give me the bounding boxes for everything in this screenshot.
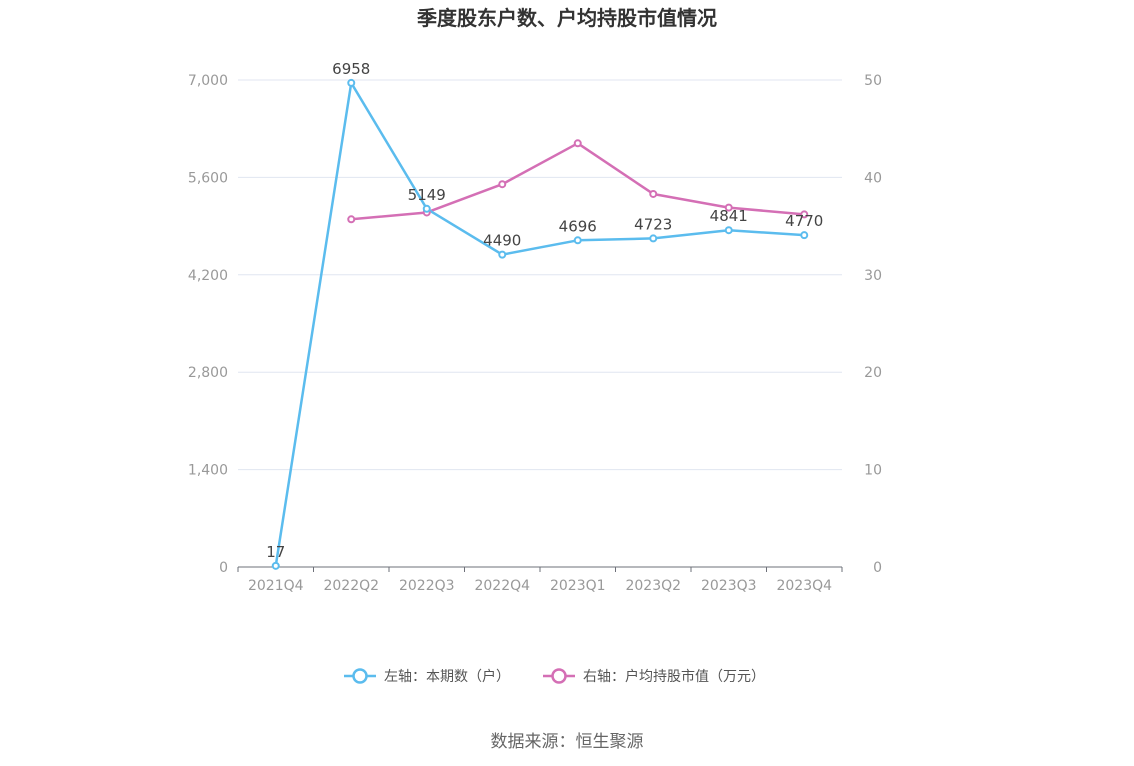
data-point xyxy=(347,215,356,224)
y-right-tick-label: 0 xyxy=(873,560,882,576)
data-point xyxy=(422,204,431,213)
y-left-tick-label: 7,000 xyxy=(188,73,228,89)
y-left-tick-label: 4,200 xyxy=(188,268,228,284)
data-labels: 17 6958 5149 4490 4696 4723 4841 4770 xyxy=(266,60,823,561)
data-point xyxy=(800,231,809,240)
y-left-tick-label: 2,800 xyxy=(188,365,228,381)
legend-circle-icon xyxy=(551,668,567,684)
y-right-tick-label: 50 xyxy=(864,73,882,89)
legend[interactable]: 左轴：本期数（户） 右轴：户均持股市值（万元） xyxy=(344,668,765,685)
legend-label: 右轴：户均持股市值（万元） xyxy=(583,668,765,685)
data-point xyxy=(347,78,356,87)
data-label: 4723 xyxy=(634,215,672,233)
y-right-tick-label: 40 xyxy=(864,170,882,186)
data-point xyxy=(649,234,658,243)
data-point xyxy=(573,236,582,245)
data-label: 6958 xyxy=(332,60,370,78)
data-label: 4490 xyxy=(483,232,521,250)
y-right-tick-label: 10 xyxy=(864,463,882,479)
data-point xyxy=(724,226,733,235)
legend-circle-icon xyxy=(352,668,368,684)
series-points xyxy=(271,78,809,570)
x-tick-label: 2022Q2 xyxy=(323,578,379,594)
data-point xyxy=(724,203,733,212)
data-point xyxy=(271,561,280,570)
y-right-tick-label: 20 xyxy=(864,365,882,381)
data-point xyxy=(498,180,507,189)
series-lines xyxy=(274,81,805,567)
x-tick-label: 2022Q3 xyxy=(399,578,455,594)
x-tick-label: 2023Q3 xyxy=(701,578,757,594)
data-label: 4770 xyxy=(785,212,823,230)
x-tick-label: 2023Q1 xyxy=(550,578,606,594)
y-left-tick-label: 5,600 xyxy=(188,170,228,186)
data-point xyxy=(800,210,809,219)
y-left-tick-label: 1,400 xyxy=(188,463,228,479)
x-tick-label: 2023Q2 xyxy=(625,578,681,594)
y-left-tick-label: 0 xyxy=(219,560,228,576)
legend-item-left-axis[interactable]: 左轴：本期数（户） xyxy=(344,668,510,685)
axes: 0 0 1,400 10 2,800 20 4,200 30 5,600 40 7,000 50 202… xyxy=(188,73,882,594)
grid xyxy=(238,79,842,471)
x-tick-label: 2022Q4 xyxy=(474,578,530,594)
x-tick-label: 2023Q4 xyxy=(776,578,832,594)
x-tick-label: 2021Q4 xyxy=(248,578,304,594)
series-line xyxy=(274,81,805,567)
legend-item-right-axis[interactable]: 右轴：户均持股市值（万元） xyxy=(543,668,765,685)
y-right-tick-label: 30 xyxy=(864,268,882,284)
legend-label: 左轴：本期数（户） xyxy=(384,668,510,685)
data-label: 17 xyxy=(266,543,285,561)
data-label: 5149 xyxy=(408,186,446,204)
data-label: 4841 xyxy=(710,207,748,225)
data-point xyxy=(573,139,582,148)
data-label: 4696 xyxy=(559,217,597,235)
data-point xyxy=(649,189,658,198)
data-point xyxy=(498,250,507,259)
source-text: 数据来源：恒生聚源 xyxy=(491,732,644,752)
chart-title: 季度股东户数、户均持股市值情况 xyxy=(416,6,717,30)
